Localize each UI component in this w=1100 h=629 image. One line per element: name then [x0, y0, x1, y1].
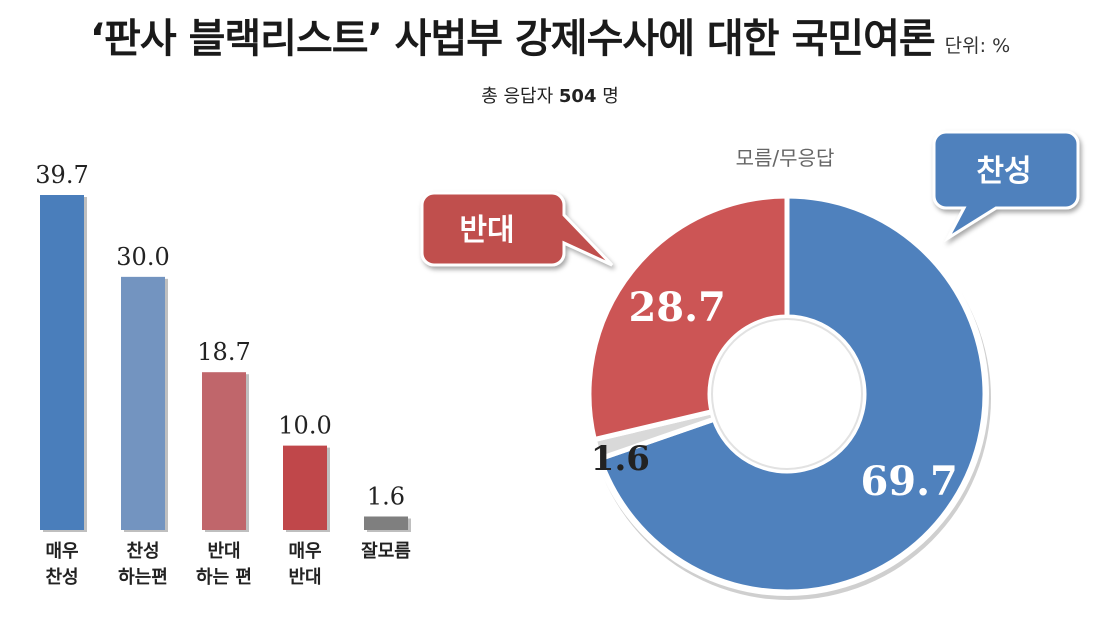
bar-1	[121, 276, 165, 530]
oppose-callout[interactable]	[420, 191, 614, 267]
slice-value-label: 28.7	[628, 284, 725, 331]
bar-value-label: 10.0	[278, 412, 331, 440]
oppose-callout-bubble	[420, 191, 614, 267]
slice-value-label: 69.7	[860, 458, 957, 505]
support-callout-label: 찬성	[976, 154, 1031, 189]
category-label: 반대	[207, 541, 240, 562]
unknown-label: 모름/무응답	[736, 146, 835, 170]
support-callout-bubble	[932, 130, 1080, 243]
category-label: 매우	[45, 541, 78, 562]
bar-0	[40, 195, 84, 530]
donut-hole	[711, 318, 863, 470]
title-row: ‘판사 블랙리스트’ 사법부 강제수사에 대한 국민여론 단위: %	[0, 6, 1100, 64]
category-label: 하는 편	[196, 567, 252, 588]
respondents-line: 총 응답자 504 명	[0, 82, 1100, 108]
category-label: 하는편	[118, 567, 168, 588]
support-callout[interactable]	[932, 130, 1080, 243]
bar-2	[202, 372, 246, 530]
bar-value-label: 1.6	[367, 482, 405, 510]
respondents-suffix: 명	[596, 86, 619, 107]
bar-value-label: 39.7	[35, 161, 88, 189]
oppose-callout-label: 반대	[459, 213, 514, 248]
category-label: 찬성	[126, 541, 159, 562]
unit-label: 단위: %	[944, 35, 1011, 57]
bar-3	[283, 445, 327, 530]
respondents-prefix: 총 응답자	[481, 86, 559, 107]
donut-slice-0	[596, 193, 988, 595]
donut-slice-2	[586, 193, 790, 443]
slice-value-label: 1.6	[591, 439, 650, 479]
bar-value-label: 30.0	[116, 243, 169, 271]
category-label: 반대	[288, 567, 321, 588]
chart-title: ‘판사 블랙리스트’ 사법부 강제수사에 대한 국민여론	[89, 16, 936, 62]
respondents-count: 504	[558, 86, 597, 107]
bar-value-label: 18.7	[197, 338, 250, 366]
category-label: 잘모름	[361, 541, 411, 562]
donut-chart: 69.7 28.7 1.6	[585, 192, 991, 600]
category-label: 찬성	[45, 567, 78, 588]
category-label: 매우	[288, 541, 321, 562]
bar-4	[364, 516, 408, 530]
